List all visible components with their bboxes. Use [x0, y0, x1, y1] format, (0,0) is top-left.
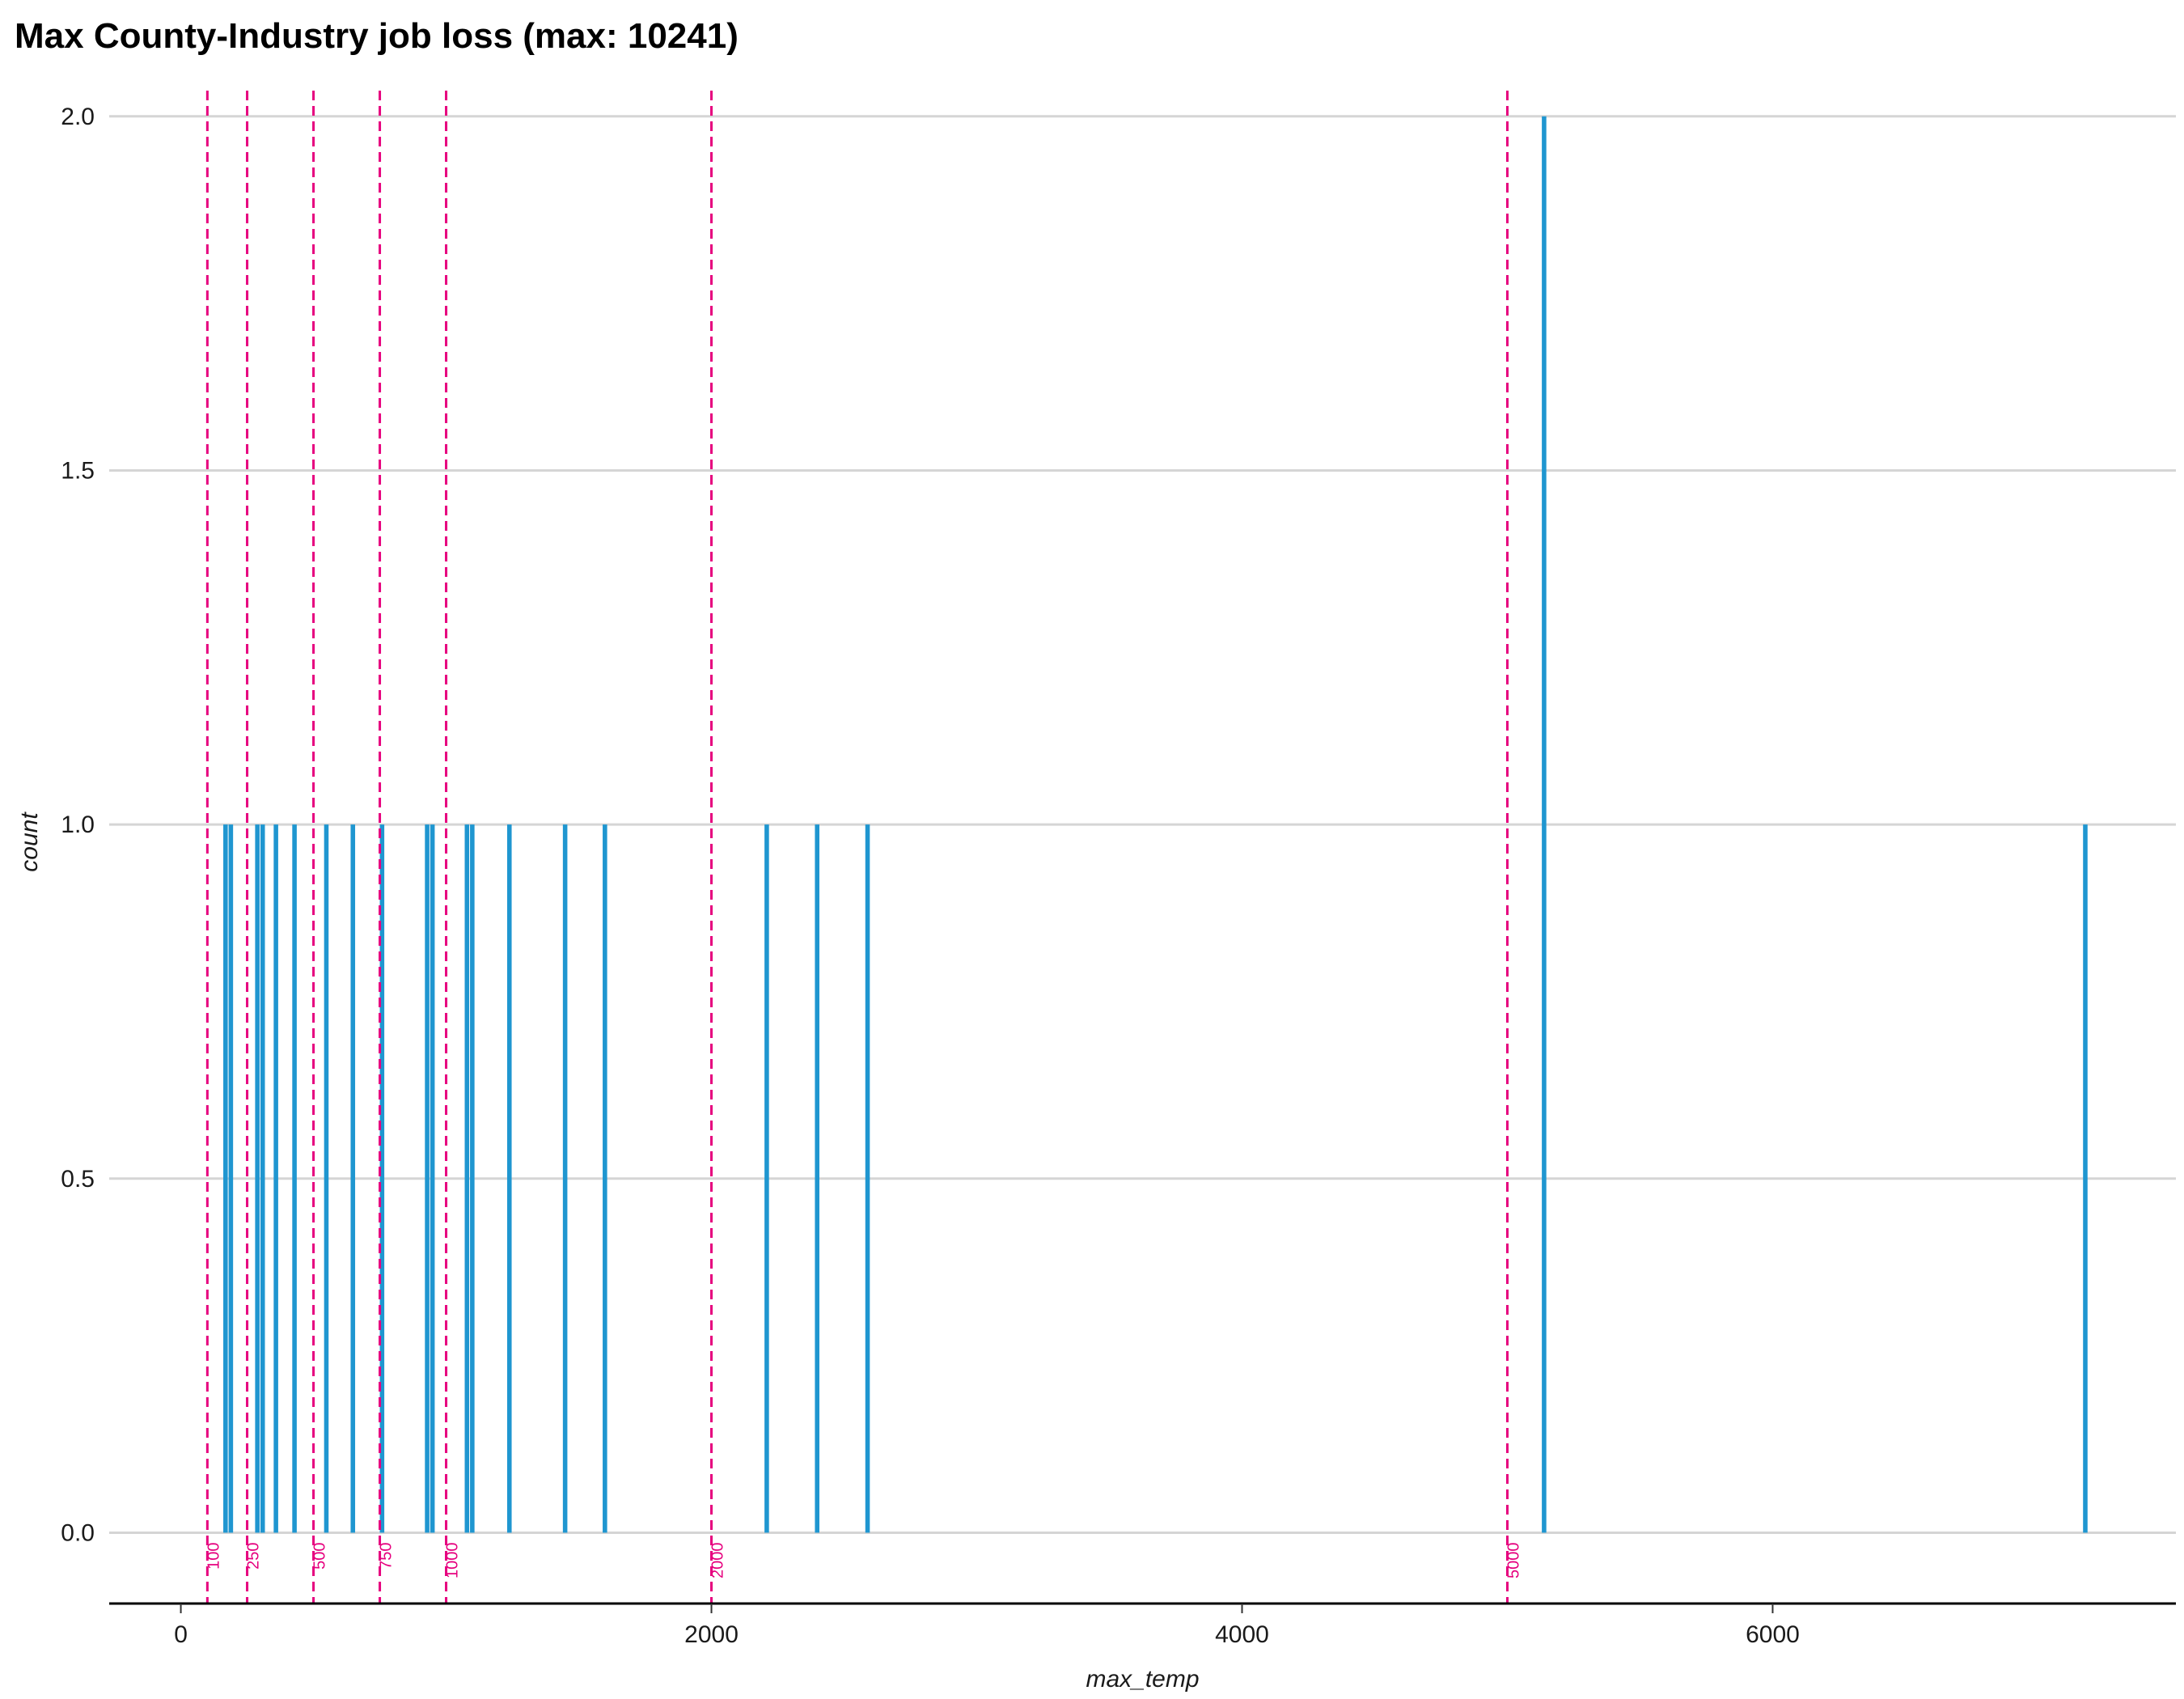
- histogram-bar: [350, 824, 356, 1533]
- histogram-bar: [2083, 824, 2088, 1533]
- gridlines: [109, 115, 2176, 1534]
- histogram-bar: [255, 824, 260, 1533]
- histogram-bar: [562, 824, 568, 1533]
- reference-line-label: 500: [311, 1542, 329, 1569]
- reference-line-label: 250: [245, 1542, 263, 1569]
- histogram-bar: [815, 824, 819, 1533]
- reference-line-label: 750: [378, 1542, 396, 1569]
- x-axis-title: max_temp: [1086, 1666, 1199, 1693]
- x-tick-label: 4000: [1215, 1621, 1269, 1648]
- histogram-bar: [764, 824, 769, 1533]
- histogram-bar: [464, 824, 470, 1533]
- histogram-bar: [430, 824, 435, 1533]
- x-tick-label: 2000: [684, 1621, 739, 1648]
- chart-title: Max County-Industry job loss (max: 10241…: [15, 16, 739, 56]
- y-tick-label: 1.0: [61, 811, 95, 838]
- reference-line-label: 5000: [1505, 1542, 1522, 1578]
- histogram-bar: [865, 824, 870, 1533]
- y-axis-ticks: 0.0 0.5 1.0 1.5 2.0: [61, 104, 95, 1547]
- histogram-bar: [379, 824, 385, 1533]
- histogram-bar: [1542, 116, 1547, 1533]
- y-tick-label: 0.0: [61, 1519, 95, 1546]
- histogram-bar: [506, 824, 512, 1533]
- histogram-bar: [292, 824, 297, 1533]
- histogram-bar: [470, 824, 475, 1533]
- y-tick-label: 1.5: [61, 457, 95, 484]
- histogram-bar: [603, 824, 607, 1533]
- reference-line-label: 2000: [709, 1542, 727, 1578]
- y-axis-title: count: [16, 811, 43, 872]
- y-tick-label: 2.0: [61, 104, 95, 130]
- x-tick-label: 0: [174, 1621, 188, 1648]
- histogram-bar: [223, 824, 228, 1533]
- histogram-bars: [223, 116, 2088, 1533]
- x-axis-ticks: 0 2000 4000 6000: [174, 1604, 1800, 1648]
- reference-line-label: 100: [205, 1542, 222, 1569]
- histogram-bar: [228, 824, 234, 1533]
- reference-line-label: 1000: [444, 1542, 462, 1578]
- histogram-bar: [273, 824, 278, 1533]
- histogram-bar: [324, 824, 329, 1533]
- x-tick-label: 6000: [1746, 1621, 1800, 1648]
- y-tick-label: 0.5: [61, 1166, 95, 1193]
- histogram-bar: [260, 824, 265, 1533]
- histogram-bar: [425, 824, 430, 1533]
- reference-lines: 100 250 500 750 1000 2000 5000: [205, 91, 1522, 1604]
